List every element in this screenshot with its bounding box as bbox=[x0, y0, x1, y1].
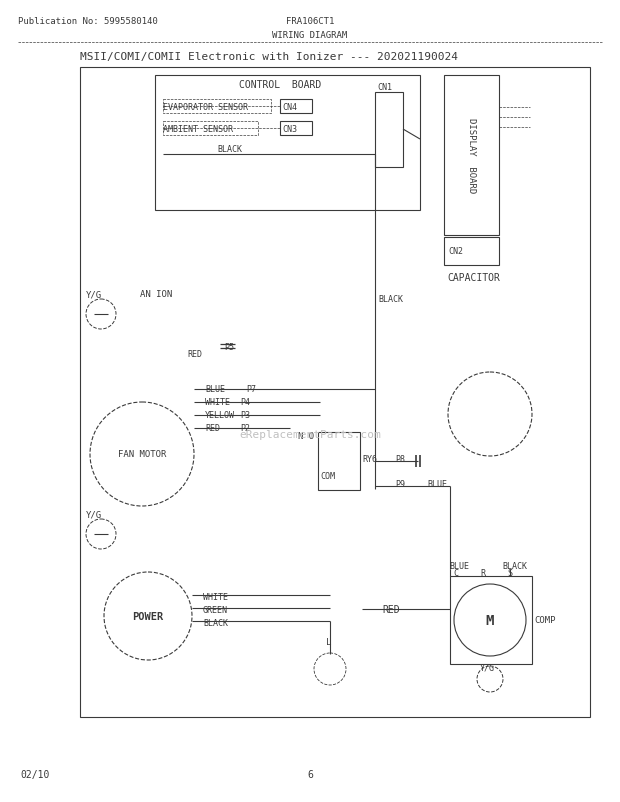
Text: RED: RED bbox=[205, 424, 220, 433]
Text: R: R bbox=[480, 569, 485, 577]
Text: P3: P3 bbox=[240, 411, 250, 420]
Text: eReplacementParts.com: eReplacementParts.com bbox=[239, 429, 381, 439]
Text: P4: P4 bbox=[240, 398, 250, 407]
Text: Publication No: 5995580140: Publication No: 5995580140 bbox=[18, 18, 157, 26]
Text: L: L bbox=[326, 638, 331, 646]
Text: GREEN: GREEN bbox=[203, 606, 228, 615]
Bar bbox=[163, 122, 258, 136]
Text: M: M bbox=[486, 614, 494, 627]
Text: Y/G: Y/G bbox=[480, 662, 495, 671]
Text: CONTROL  BOARD: CONTROL BOARD bbox=[239, 80, 321, 90]
Text: WHITE: WHITE bbox=[203, 593, 228, 602]
Text: P5: P5 bbox=[224, 343, 234, 352]
Bar bbox=[318, 432, 360, 490]
Text: MSII/COMI/COMII Electronic with Ionizer --- 202021190024: MSII/COMI/COMII Electronic with Ionizer … bbox=[80, 52, 458, 62]
Bar bbox=[444, 237, 499, 265]
Text: CN2: CN2 bbox=[448, 247, 463, 256]
Text: 6: 6 bbox=[307, 769, 313, 779]
Text: Y/G: Y/G bbox=[86, 290, 102, 299]
Text: P2: P2 bbox=[240, 424, 250, 433]
Text: YELLOW: YELLOW bbox=[205, 411, 235, 420]
Bar bbox=[444, 76, 499, 236]
Text: CAPACITOR: CAPACITOR bbox=[447, 273, 500, 282]
Text: BLACK: BLACK bbox=[502, 561, 527, 571]
Text: CN1: CN1 bbox=[377, 83, 392, 92]
Bar bbox=[375, 93, 403, 168]
Text: POWER: POWER bbox=[133, 611, 164, 622]
Bar bbox=[280, 122, 312, 136]
Text: P8: P8 bbox=[395, 455, 405, 464]
Text: BLACK: BLACK bbox=[218, 145, 242, 154]
Text: P7: P7 bbox=[246, 385, 256, 394]
Text: BLUE: BLUE bbox=[205, 385, 225, 394]
Text: S: S bbox=[507, 569, 512, 577]
Text: AN ION: AN ION bbox=[140, 290, 172, 299]
Text: BLUE: BLUE bbox=[427, 480, 447, 489]
Text: RED: RED bbox=[187, 350, 202, 359]
Bar bbox=[80, 68, 590, 717]
Text: BLUE: BLUE bbox=[449, 561, 469, 571]
Bar bbox=[280, 100, 312, 114]
Bar bbox=[155, 76, 420, 211]
Text: AMBIENT SENSOR: AMBIENT SENSOR bbox=[163, 125, 233, 134]
Text: P9: P9 bbox=[395, 480, 405, 489]
Text: RY6: RY6 bbox=[362, 455, 377, 464]
Text: WHITE: WHITE bbox=[205, 398, 230, 407]
Bar bbox=[450, 577, 532, 664]
Text: CN3: CN3 bbox=[282, 124, 297, 133]
Text: BLACK: BLACK bbox=[203, 618, 228, 628]
Text: CN4: CN4 bbox=[282, 103, 297, 111]
Text: RED: RED bbox=[382, 604, 400, 614]
Text: DISPLAY  BOARD: DISPLAY BOARD bbox=[467, 118, 476, 193]
Text: EVAPORATOR SENSOR: EVAPORATOR SENSOR bbox=[163, 103, 248, 112]
Text: COM: COM bbox=[320, 472, 335, 481]
Text: N O: N O bbox=[298, 432, 314, 441]
Text: BLACK: BLACK bbox=[378, 295, 403, 304]
Text: FAN MOTOR: FAN MOTOR bbox=[118, 450, 166, 459]
Text: 02/10: 02/10 bbox=[20, 769, 50, 779]
Bar bbox=[163, 100, 271, 114]
Text: C: C bbox=[453, 569, 458, 577]
Text: COMP: COMP bbox=[534, 616, 556, 625]
Text: WIRING DIAGRAM: WIRING DIAGRAM bbox=[272, 30, 348, 39]
Text: Y/G: Y/G bbox=[86, 510, 102, 519]
Text: FRA106CT1: FRA106CT1 bbox=[286, 18, 334, 26]
